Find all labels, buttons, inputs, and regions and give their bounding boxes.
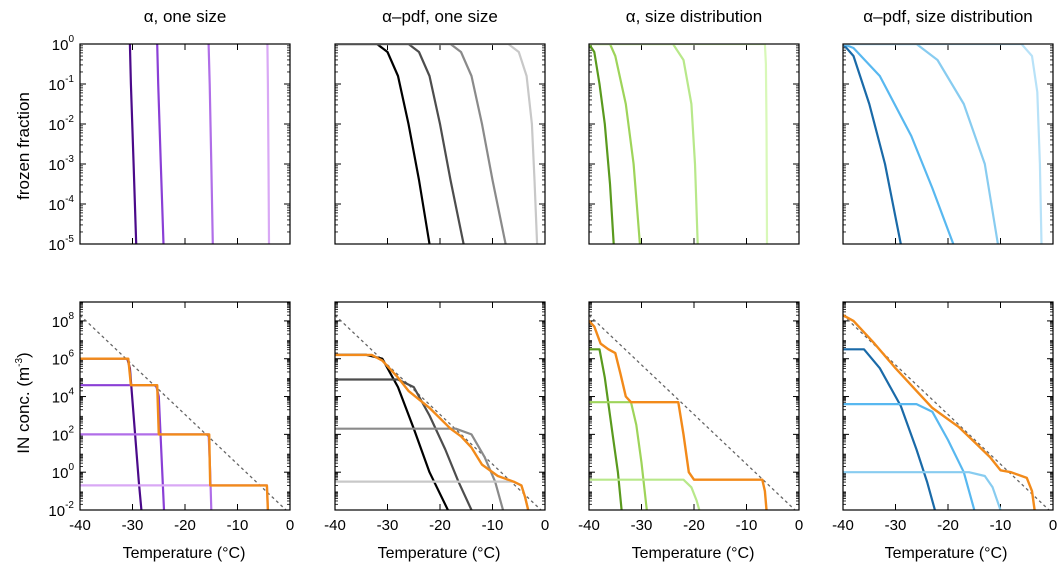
panel-6-x-tick-label: -20: [683, 517, 705, 534]
panel-4-y-tick-label: 102: [52, 424, 75, 444]
panel-0-frame: [79, 43, 291, 245]
panel-6-reference-line: [589, 314, 796, 510]
panel-7-series-line-3: [843, 314, 1036, 510]
panel-4-x-tick-label: -30: [122, 517, 144, 534]
panel-0-series-line-3: [266, 44, 271, 244]
panel-6-series-line-0: [589, 348, 623, 510]
panel-4-series-line-1: [80, 384, 166, 510]
panel-1-frame: [334, 43, 546, 245]
panel-1-series-line-2: [335, 44, 507, 244]
panel-alpha-pdf-one-size-in-conc: -40 -30 -20 -10 0: [324, 301, 549, 534]
panel-5-x-tick-label: -30: [377, 517, 399, 534]
panel-7-series-line-1: [843, 403, 976, 510]
panel-5-series-line-0: [335, 353, 449, 510]
panel-alpha-pdf-one-size-frozen-fraction: α–pdf, one size: [334, 7, 546, 245]
panel-6-series-line-3: [589, 319, 768, 510]
panel-2-series-line-2: [589, 44, 699, 244]
panel-4-series-line-4: [80, 357, 270, 510]
panel-6-x-tick-label: -10: [736, 517, 758, 534]
panel-1-title: α–pdf, one size: [382, 7, 498, 26]
panel-3-series-line-1: [843, 44, 955, 244]
panel-2-frame: [588, 43, 800, 245]
panel-3-frame: [842, 43, 1054, 245]
panel-5-frame: [334, 301, 546, 511]
panel-4-y-tick-label: 106: [52, 349, 75, 369]
panel-0-title: α, one size: [144, 7, 227, 26]
panel-0-y-tick-label: 10-2: [48, 114, 74, 134]
panel-4-series-line-2: [80, 433, 213, 510]
panel-0-series-line-0: [128, 44, 138, 244]
panel-2-series-line-1: [589, 44, 642, 244]
panel-4-frame: [79, 301, 291, 511]
x-axis-label-1: Temperature (°C): [123, 545, 246, 562]
panel-5-x-tick-label: -20: [429, 517, 451, 534]
panel-4-x-tick-label: 0: [286, 517, 294, 534]
panel-0-y-tick-label: 10-1: [48, 74, 74, 94]
panel-3-series-line-2: [843, 44, 1000, 244]
panel-6-series-line-1: [589, 401, 648, 510]
panel-5-series-line-4: [335, 353, 530, 510]
panel-7-series-line-2: [843, 471, 1002, 510]
panel-1-series-line-3: [335, 44, 539, 244]
panel-5-series-line-2: [335, 427, 505, 510]
panel-5-x-tick-label: -10: [482, 517, 504, 534]
panel-6-frame: [588, 301, 800, 511]
panel-2-title: α, size distribution: [626, 7, 762, 26]
panel-4-x-tick-label: -40: [69, 517, 91, 534]
panel-4-x-tick-label: -20: [174, 517, 196, 534]
panel-3-series-line-3: [843, 44, 1043, 244]
panel-0-series-line-2: [207, 44, 214, 244]
panel-4-y-tick-label: 104: [52, 387, 75, 407]
panel-3-series-line-0: [843, 44, 902, 244]
panel-5-x-tick-label: -40: [324, 517, 346, 534]
panel-6-x-tick-label: -30: [631, 517, 653, 534]
panel-3-title: α–pdf, size distribution: [863, 7, 1033, 26]
panel-7-x-tick-label: -40: [832, 517, 854, 534]
y-axis-label-top: frozen fraction: [14, 92, 33, 200]
panel-1-series-line-1: [335, 44, 465, 244]
panel-4-y-tick-label: 108: [52, 311, 75, 331]
panel-alpha-pdf-size-distribution-in-conc: -40 -30 -20 -10 0: [832, 301, 1057, 534]
panel-4-y-tick-label: 100: [52, 462, 75, 482]
panel-1-series-line-0: [335, 44, 431, 244]
panel-alpha-pdf-size-distribution-frozen-fraction: α–pdf, size distribution: [842, 7, 1054, 245]
panel-7-series-line-0: [843, 348, 937, 510]
x-axis-label-4: Temperature (°C): [885, 545, 1008, 562]
panel-4-reference-line: [80, 314, 287, 510]
panel-4-y-tick-label: 10-2: [48, 500, 74, 520]
panel-5-x-tick-label: 0: [541, 517, 549, 534]
panel-7-x-tick-label: -20: [937, 517, 959, 534]
x-axis-label-3: Temperature (°C): [632, 545, 755, 562]
panel-4-series-line-3: [80, 484, 269, 510]
panel-0-y-tick-label: 10-4: [48, 194, 74, 214]
panel-alpha-size-distribution-in-conc: -40 -30 -20 -10 0: [578, 301, 803, 534]
panel-0-series-line-1: [156, 44, 165, 244]
panel-0-y-tick-label: 10-3: [48, 154, 74, 174]
panel-2-series-line-0: [589, 44, 615, 244]
panel-alpha-one-size-frozen-fraction: α, one size 10-5 10-4 10-3 10-2 10-1 100: [48, 7, 291, 254]
panel-alpha-size-distribution-frozen-fraction: α, size distribution: [588, 7, 800, 245]
panel-7-x-tick-label: -30: [885, 517, 907, 534]
panel-2-series-line-3: [589, 44, 769, 244]
panel-5-reference-line: [335, 314, 542, 510]
panel-4-x-tick-label: -10: [227, 517, 249, 534]
panel-0-y-tick-label: 100: [52, 34, 75, 54]
panel-7-frame: [842, 301, 1054, 511]
y-axis-label-bottom: IN conc. (m-3): [14, 352, 33, 453]
x-axis-label-2: Temperature (°C): [378, 545, 501, 562]
panel-alpha-one-size-in-conc: 10-2 100 102 104 106 108 -40 -30 -20 -10 0: [48, 301, 294, 534]
panel-6-x-tick-label: 0: [795, 517, 803, 534]
panel-6-series-line-2: [589, 478, 701, 510]
panel-7-x-tick-label: 0: [1049, 517, 1057, 534]
panel-7-x-tick-label: -10: [990, 517, 1012, 534]
panel-6-x-tick-label: -40: [578, 517, 600, 534]
panel-0-y-tick-label: 10-5: [48, 234, 74, 254]
